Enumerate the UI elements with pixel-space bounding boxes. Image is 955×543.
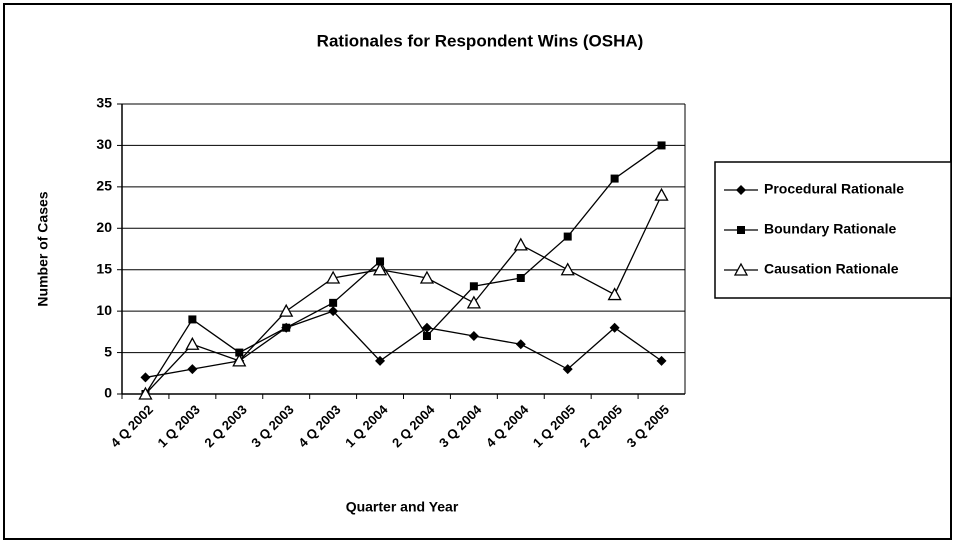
data-point (607, 287, 622, 301)
data-point (187, 364, 198, 375)
y-tick-label: 10 (96, 302, 112, 318)
data-point (609, 322, 620, 333)
data-point (468, 331, 479, 341)
legend-label: Boundary Rationale (764, 221, 896, 237)
legend-marker (733, 262, 749, 276)
data-point (328, 306, 339, 317)
chart-title: Rationales for Respondent Wins (OSHA) (317, 31, 644, 50)
data-point (654, 187, 669, 201)
legend-marker (736, 185, 746, 195)
data-point (188, 315, 197, 324)
data-point (656, 355, 667, 366)
data-point (419, 270, 435, 284)
legend-marker (737, 226, 745, 234)
data-point (422, 332, 431, 340)
data-point (560, 262, 575, 276)
y-tick-label: 30 (96, 136, 112, 152)
y-tick-label: 15 (96, 260, 112, 276)
data-point (235, 348, 244, 357)
data-point (329, 298, 338, 307)
data-point (421, 322, 432, 333)
legend-label: Causation Rationale (764, 261, 899, 277)
data-point (516, 274, 525, 282)
data-point (326, 270, 341, 284)
series-line (144, 194, 663, 395)
x-axis-label: Quarter and Year (346, 499, 459, 515)
y-axis-label: Number of Cases (35, 191, 51, 306)
data-point (610, 174, 619, 183)
data-point (513, 237, 528, 251)
data-point (562, 364, 573, 375)
data-point (282, 323, 291, 332)
data-point (376, 257, 385, 266)
data-point (466, 295, 481, 309)
data-point (469, 282, 478, 291)
data-point (140, 372, 151, 383)
data-point (515, 339, 526, 350)
legend-label: Procedural Rationale (764, 181, 904, 197)
y-tick-label: 5 (104, 343, 112, 359)
data-point (657, 141, 666, 150)
data-point (372, 262, 388, 276)
data-point (232, 353, 247, 367)
y-tick-label: 0 (104, 385, 112, 401)
data-point (279, 303, 294, 317)
data-point (138, 386, 153, 400)
series-line (145, 310, 662, 379)
y-tick-label: 25 (96, 178, 112, 194)
data-point (563, 232, 572, 241)
y-tick-label: 35 (96, 95, 112, 111)
data-point (185, 336, 200, 350)
y-tick-label: 20 (96, 219, 112, 235)
series-line (144, 144, 662, 395)
data-point (375, 355, 386, 366)
